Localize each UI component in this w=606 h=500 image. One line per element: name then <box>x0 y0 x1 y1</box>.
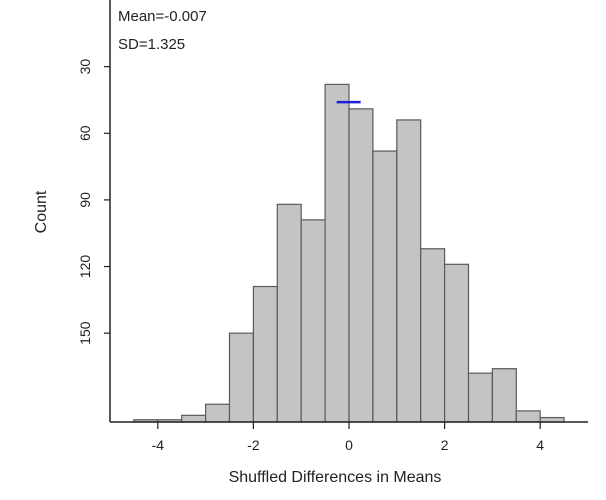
histogram-bar-9 <box>348 108 374 423</box>
x-tick-label-2: 0 <box>345 437 353 453</box>
x-ticks-layer: -4 -2 0 2 4 <box>152 422 544 453</box>
histogram-bar-3 <box>205 403 231 423</box>
histogram-bar-15 <box>491 368 517 423</box>
x-tick-label-0: -4 <box>152 437 165 453</box>
histogram-bar-7 <box>300 219 326 423</box>
histogram-bar-11 <box>396 119 422 423</box>
x-axis-label: Shuffled Differences in Means <box>229 469 442 486</box>
sd-stat-text: SD=1.325 <box>118 36 185 53</box>
y-tick-label-1: 60 <box>77 125 93 141</box>
histogram-bar-6 <box>276 203 302 423</box>
histogram-bar-10 <box>372 150 398 423</box>
histogram-bar-8 <box>324 83 350 423</box>
y-ticks-layer: 30 60 90 120 150 <box>77 59 110 345</box>
y-tick-label-0: 30 <box>77 59 93 75</box>
bars-layer <box>133 83 565 423</box>
histogram-bar-16 <box>515 410 541 423</box>
histogram-bar-14 <box>467 372 493 423</box>
histogram-bar-12 <box>420 248 446 423</box>
y-tick-label-2: 90 <box>77 192 93 208</box>
histogram-bar-5 <box>252 285 278 423</box>
x-tick-label-4: 4 <box>536 437 544 453</box>
y-axis-label: Count <box>33 190 50 233</box>
y-tick-label-3: 120 <box>77 255 93 279</box>
x-tick-label-1: -2 <box>247 437 260 453</box>
histogram-bar-4 <box>228 332 254 423</box>
histogram-bar-13 <box>444 263 470 423</box>
x-tick-label-3: 2 <box>441 437 449 453</box>
y-tick-label-4: 150 <box>77 321 93 345</box>
mean-stat-text: Mean=-0.007 <box>118 8 207 25</box>
histogram-bar-2 <box>181 414 207 423</box>
